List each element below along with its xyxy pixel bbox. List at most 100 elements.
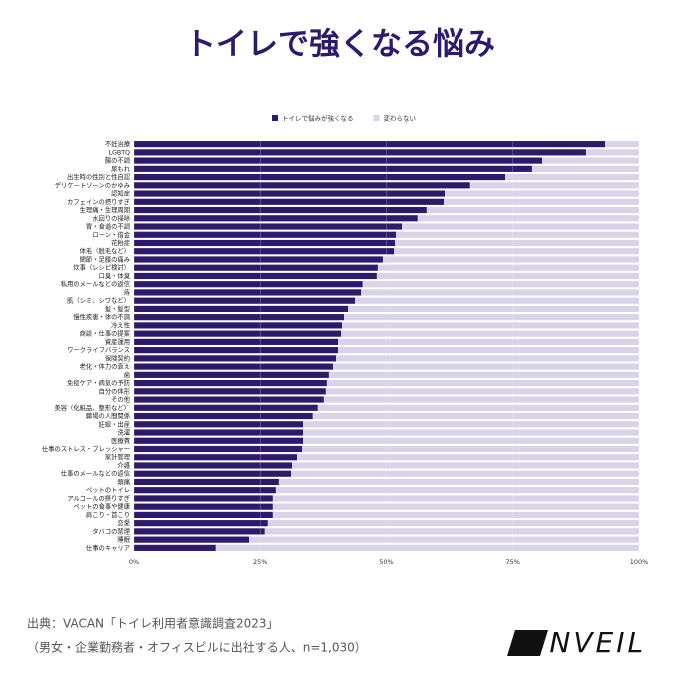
y-tick-label: デリケートゾーンのかゆみ: [55, 180, 130, 189]
y-tick-label: 医療費: [111, 436, 130, 445]
bar-segment: [267, 520, 639, 527]
y-tick-label: カフェインの摂りすぎ: [67, 197, 130, 206]
y-tick-label: その他: [111, 395, 131, 404]
bar-segment: [303, 429, 639, 436]
bar-segment: [249, 536, 639, 543]
bar-segment: [134, 388, 326, 395]
bar-segment: [134, 429, 304, 436]
y-tick-label: 睡眠: [117, 536, 130, 544]
y-tick-label: ペットの食事や健康: [73, 502, 130, 511]
bar-segment: [134, 454, 298, 461]
bar-segment: [417, 215, 639, 222]
bar-segment: [272, 495, 639, 502]
bar-segment: [134, 223, 403, 230]
chart-title: トイレで強くなる悩み: [185, 27, 495, 63]
y-tick-label: 私用のメールなどの返信: [61, 279, 130, 288]
y-tick-label: 不妊治療: [105, 139, 131, 148]
bar-segment: [469, 182, 639, 189]
y-tick-label: 老化・体力の衰え: [80, 362, 130, 371]
bar-segment: [134, 412, 313, 420]
y-tick-label: 歯: [124, 370, 130, 379]
bar-segment: [336, 355, 639, 362]
source-line: （男女・企業勤務者・オフィスビルに出社する人、n=1,030）: [27, 640, 367, 655]
bar-segment: [264, 528, 639, 535]
bar-segment: [402, 223, 639, 230]
bar-segment: [302, 445, 639, 453]
y-tick-label: 肌（シミ、シワなど）: [67, 297, 130, 305]
legend-label: トイレで悩みが強くなる: [282, 114, 354, 123]
y-tick-label: 花粉症: [111, 238, 131, 247]
bar-segment: [134, 421, 304, 428]
x-tick-label: 50%: [379, 558, 393, 566]
bar-segment: [134, 165, 532, 172]
y-tick-label: 頭痛: [117, 477, 130, 486]
bar-segment: [134, 462, 293, 469]
y-tick-label: 自分の体形: [99, 386, 131, 395]
y-tick-label: 職場の人間関係: [86, 411, 130, 420]
y-tick-label: 口臭・体臭: [99, 271, 131, 280]
bar-segment: [134, 231, 397, 238]
y-tick-label: 出生時の性別と性自認: [67, 172, 131, 181]
bar-segment: [377, 264, 639, 271]
bar-segment: [134, 272, 377, 280]
bar-segment: [326, 379, 639, 387]
bar-segment: [341, 330, 639, 337]
bar-segment: [134, 256, 383, 263]
bar-segment: [605, 141, 639, 148]
y-tick-label: 仕事のメールなどの返信: [61, 469, 130, 478]
bar-segment: [272, 511, 639, 519]
bar-segment: [585, 149, 639, 156]
y-tick-label: アルコールの摂りすぎ: [67, 493, 130, 502]
y-tick-label: ワークライフバランス: [67, 346, 130, 354]
bar-segment: [312, 412, 639, 420]
bar-segment: [505, 173, 639, 181]
bar-segment: [445, 190, 639, 197]
x-tick-label: 0%: [129, 558, 139, 566]
bar-segment: [134, 289, 362, 296]
bar-segment: [426, 206, 639, 214]
y-tick-label: 冷え性: [111, 320, 130, 329]
bar-segment: [134, 182, 470, 189]
bar-segment: [134, 396, 324, 403]
bar-segment: [272, 503, 639, 510]
legend-label: 変わらない: [384, 114, 417, 123]
bar-segment: [338, 338, 639, 345]
bar-segment: [134, 437, 304, 444]
bar-segment: [297, 454, 639, 461]
bar-segment: [362, 281, 639, 288]
bar-segment: [134, 487, 276, 494]
y-tick-label: 商談・仕事の提案: [80, 329, 131, 338]
bar-segment: [134, 404, 318, 411]
bar-segment: [134, 297, 356, 304]
bar-segment: [361, 289, 639, 296]
bar-segment: [134, 281, 363, 288]
x-tick-label: 25%: [253, 558, 267, 566]
bar-segment: [348, 305, 639, 313]
y-tick-label: 痔: [124, 287, 130, 296]
bar-segment: [134, 511, 273, 519]
y-tick-label: 関節・足腰の痛み: [80, 254, 130, 263]
y-tick-label: 恋愛: [117, 518, 130, 527]
y-tick-label: 仕事のストレス・プレッシャー: [42, 444, 130, 453]
bar-segment: [134, 355, 336, 362]
bar-segment: [134, 215, 418, 222]
bar-segment: [275, 487, 639, 494]
bar-segment: [303, 421, 639, 428]
y-tick-label: 保険契約: [105, 353, 130, 362]
bar-segment: [134, 330, 342, 337]
bar-segment: [134, 544, 216, 551]
y-tick-label: 家計管理: [105, 452, 131, 461]
bar-segment: [134, 264, 378, 271]
bar-segment: [328, 371, 639, 378]
y-tick-label: 介護: [117, 460, 130, 469]
y-tick-label: 腸の不調: [105, 156, 130, 165]
bar-segment: [134, 338, 339, 345]
x-tick-label: 100%: [630, 558, 649, 566]
bar-segment: [134, 157, 543, 164]
y-tick-label: 資産運用: [105, 337, 130, 346]
bar-segment: [292, 462, 639, 469]
y-tick-label: ペットのトイレ: [86, 486, 130, 494]
y-tick-label: タバコの禁煙: [92, 526, 130, 535]
bar-segment: [134, 495, 273, 502]
